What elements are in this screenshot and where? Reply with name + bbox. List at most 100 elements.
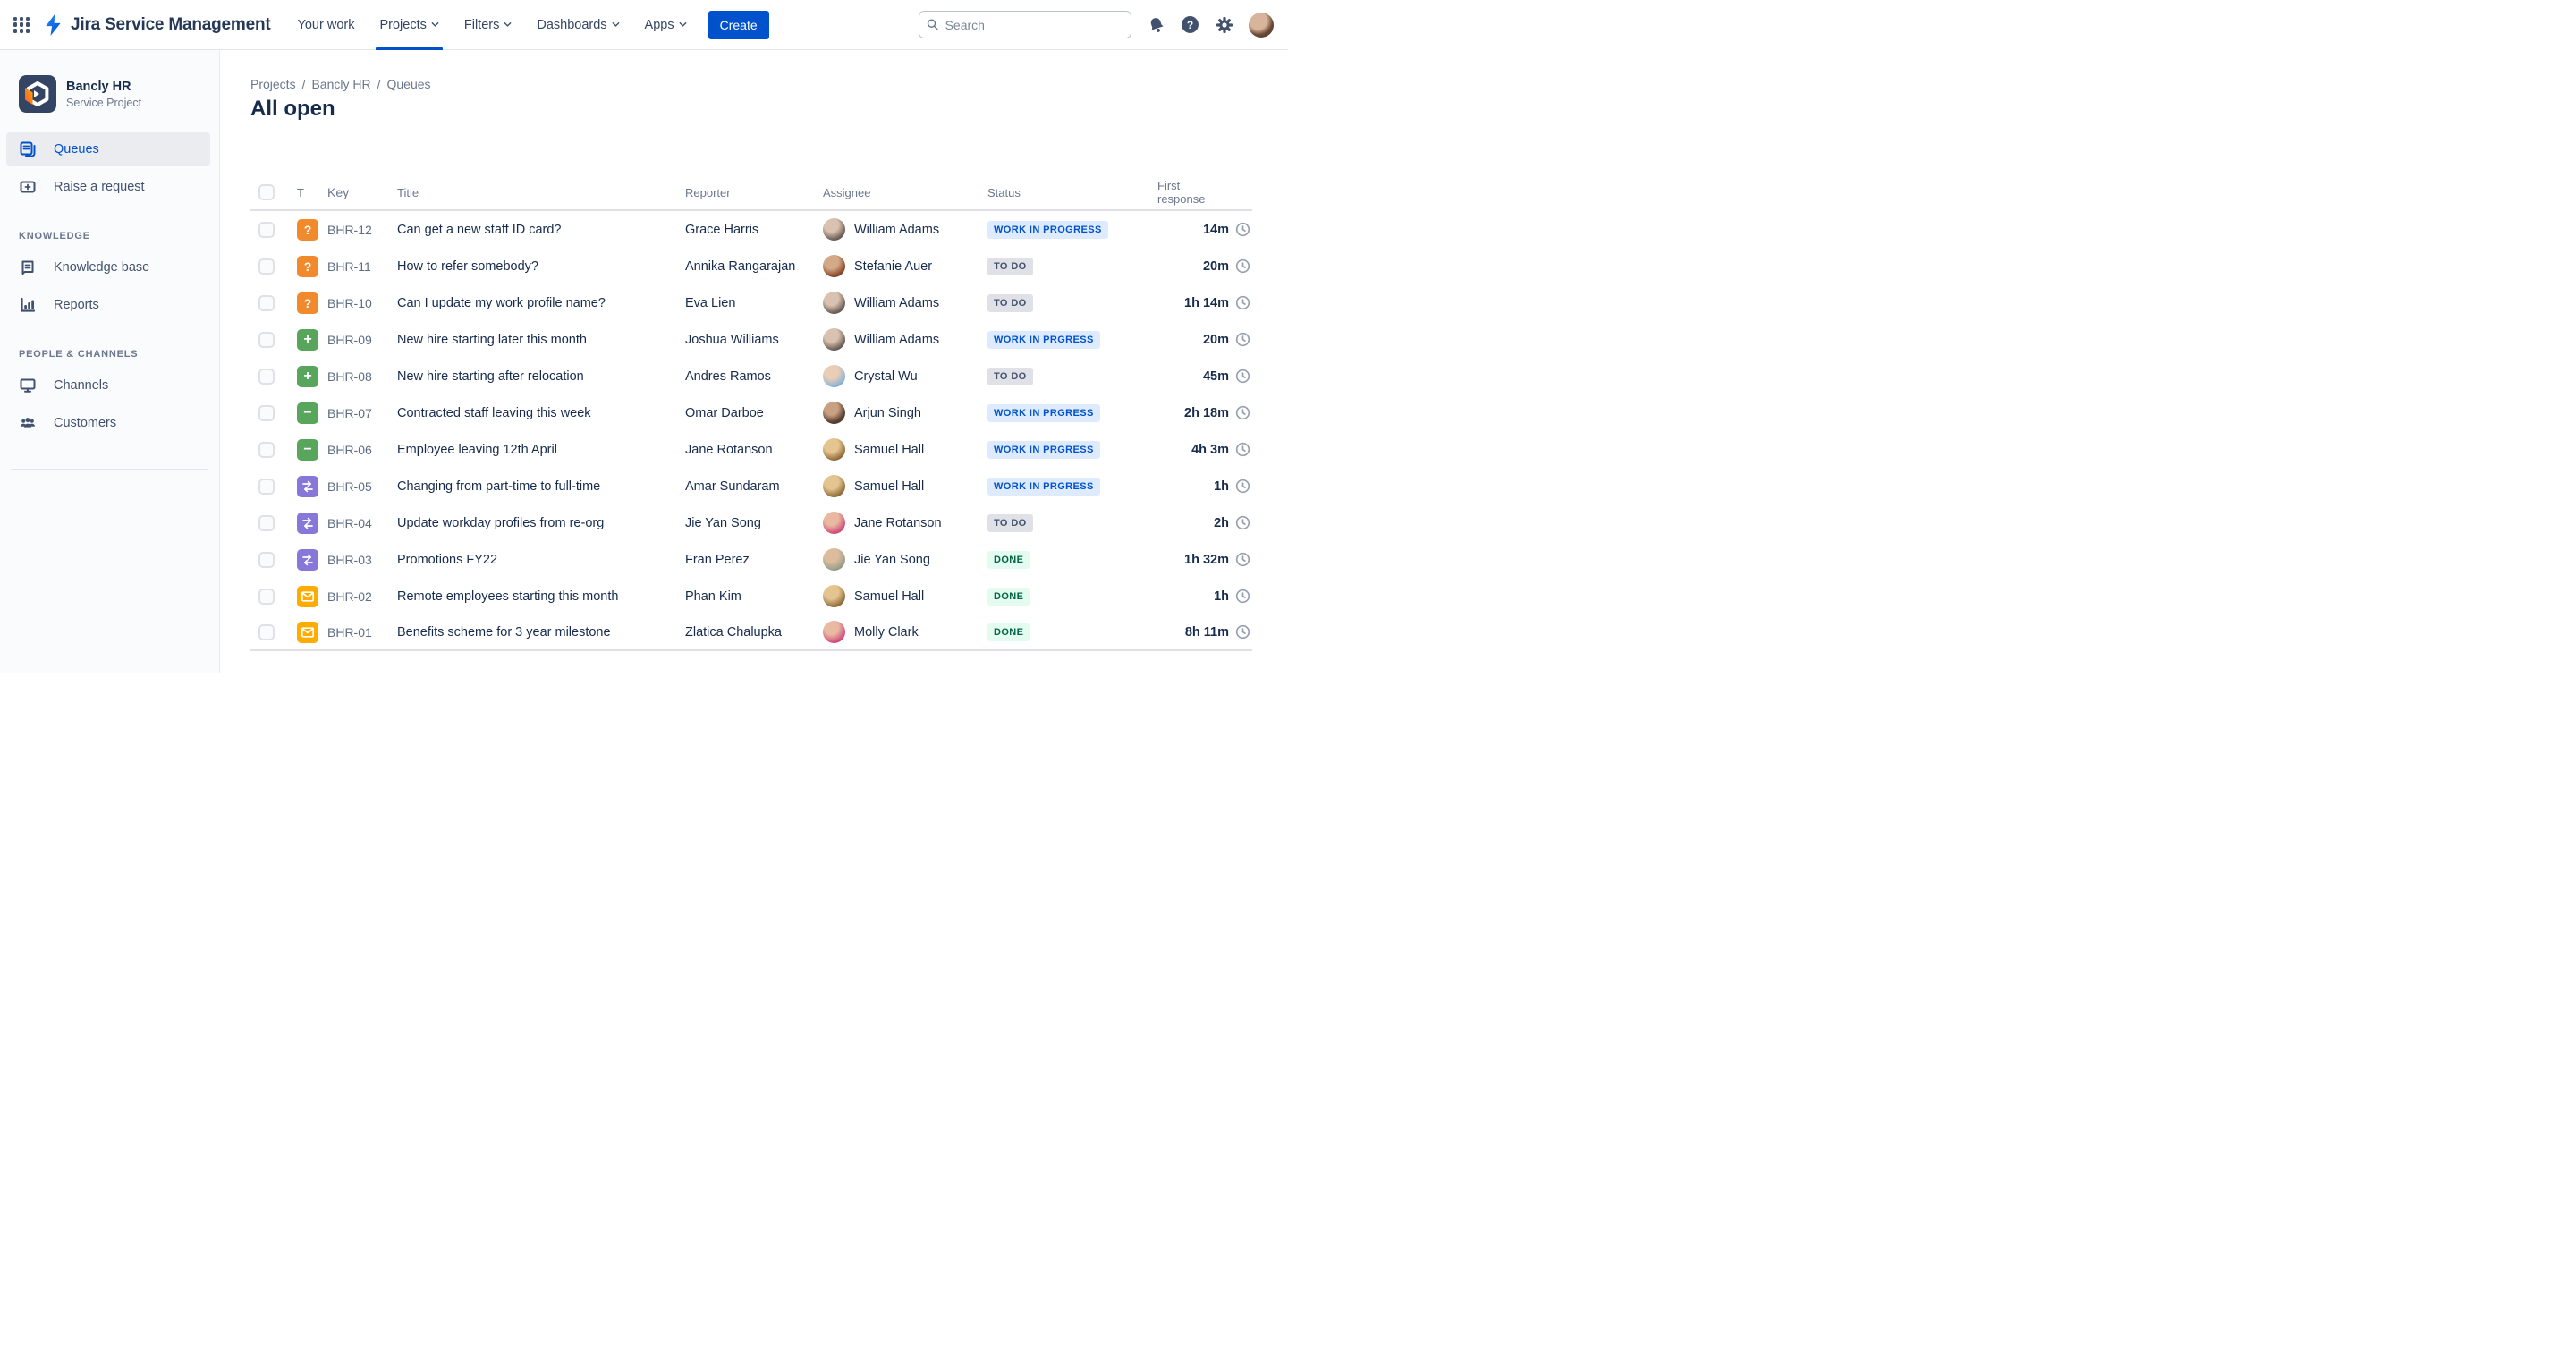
row-checkbox[interactable]: [258, 331, 275, 348]
assignee-name: Samuel Hall: [854, 589, 925, 604]
table-row: BHR-01 Benefits scheme for 3 year milest…: [250, 614, 1252, 651]
issue-key[interactable]: BHR-11: [327, 258, 371, 274]
status-badge[interactable]: DONE: [987, 587, 1030, 606]
column-header-assignee[interactable]: Assignee: [823, 185, 871, 199]
row-checkbox[interactable]: [258, 368, 275, 385]
assignee-name: Molly Clark: [854, 624, 919, 640]
reports-icon: [19, 296, 37, 314]
issue-title[interactable]: Benefits scheme for 3 year milestone: [397, 624, 611, 640]
column-header-status[interactable]: Status: [987, 185, 1021, 199]
status-badge[interactable]: DONE: [987, 623, 1030, 641]
column-header-type[interactable]: T: [297, 185, 304, 199]
status-badge[interactable]: WORK IN PRGRESS: [987, 330, 1100, 349]
issue-key[interactable]: BHR-09: [327, 332, 372, 347]
issue-key[interactable]: BHR-04: [327, 515, 372, 530]
row-checkbox[interactable]: [258, 294, 275, 311]
select-all-checkbox[interactable]: [258, 184, 275, 200]
assignee-avatar: [823, 621, 845, 643]
status-badge[interactable]: TO DO: [987, 257, 1033, 275]
status-badge[interactable]: DONE: [987, 550, 1030, 569]
nav-apps[interactable]: Apps: [645, 0, 687, 50]
search-input[interactable]: [945, 17, 1123, 32]
row-checkbox[interactable]: [258, 404, 275, 421]
column-header-reporter[interactable]: Reporter: [685, 185, 731, 199]
sidebar-item-knowledge-base[interactable]: Knowledge base: [6, 250, 210, 284]
sidebar-item-channels[interactable]: Channels: [6, 369, 210, 402]
issue-key[interactable]: BHR-08: [327, 369, 372, 384]
nav-your-work[interactable]: Your work: [297, 17, 355, 32]
issue-key[interactable]: BHR-06: [327, 442, 372, 457]
status-badge[interactable]: WORK IN PRGRESS: [987, 477, 1100, 496]
table-row: BHR-03 Promotions FY22 Fran Perez Jie Ya…: [250, 541, 1252, 578]
sidebar-divider: [11, 469, 208, 470]
queue-table-body: ? BHR-12 Can get a new staff ID card? Gr…: [250, 211, 1252, 651]
project-header: Bancly HR Service Project: [0, 50, 219, 132]
row-checkbox[interactable]: [258, 441, 275, 458]
issue-title[interactable]: How to refer somebody?: [397, 258, 538, 274]
notifications-bell-icon[interactable]: [1147, 15, 1165, 34]
row-checkbox[interactable]: [258, 551, 275, 568]
reporter-name: Jane Rotanson: [685, 442, 773, 457]
column-header-title[interactable]: Title: [397, 185, 419, 199]
status-badge[interactable]: WORK IN PRGRESS: [987, 403, 1100, 422]
issue-title[interactable]: Remote employees starting this month: [397, 589, 619, 604]
issue-title[interactable]: Update workday profiles from re-org: [397, 515, 605, 530]
breadcrumb-queues[interactable]: Queues: [386, 77, 431, 91]
row-checkbox[interactable]: [258, 514, 275, 531]
status-badge[interactable]: WORK IN PROGRESS: [987, 220, 1108, 239]
project-name: Bancly HR: [66, 79, 131, 94]
status-badge[interactable]: WORK IN PRGRESS: [987, 440, 1100, 459]
product-name: Jira Service Management: [71, 14, 271, 34]
help-icon[interactable]: ?: [1181, 15, 1199, 34]
sidebar-item-label: Knowledge base: [54, 260, 150, 275]
issue-key[interactable]: BHR-10: [327, 295, 372, 310]
issue-title[interactable]: New hire starting later this month: [397, 332, 587, 347]
issue-key[interactable]: BHR-07: [327, 405, 372, 420]
issue-title[interactable]: Employee leaving 12th April: [397, 442, 557, 457]
nav-projects[interactable]: Projects: [376, 0, 444, 50]
sidebar-item-customers[interactable]: Customers: [6, 406, 210, 440]
row-checkbox[interactable]: [258, 221, 275, 238]
settings-gear-icon[interactable]: [1215, 15, 1233, 34]
row-checkbox[interactable]: [258, 478, 275, 495]
issue-title[interactable]: Can I update my work profile name?: [397, 295, 606, 310]
issue-title[interactable]: Contracted staff leaving this week: [397, 405, 591, 420]
nav-filters[interactable]: Filters: [464, 0, 512, 50]
issue-key[interactable]: BHR-02: [327, 589, 372, 604]
issue-title[interactable]: Changing from part-time to full-time: [397, 479, 601, 494]
issue-key[interactable]: BHR-03: [327, 552, 372, 567]
clock-icon: [1235, 479, 1250, 494]
assignee-name: Stefanie Auer: [854, 258, 933, 274]
column-header-first-response[interactable]: First response: [1157, 179, 1206, 206]
row-checkbox[interactable]: [258, 588, 275, 605]
issue-title[interactable]: New hire starting after relocation: [397, 369, 584, 384]
status-badge[interactable]: TO DO: [987, 513, 1033, 532]
sidebar-item-raise-a-request[interactable]: Raise a request: [6, 170, 210, 204]
breadcrumb-project[interactable]: Bancly HR: [311, 77, 371, 91]
breadcrumb-projects[interactable]: Projects: [250, 77, 296, 91]
create-button[interactable]: Create: [708, 10, 769, 39]
reporter-name: Jie Yan Song: [685, 515, 761, 530]
row-checkbox[interactable]: [258, 623, 275, 640]
assignee-name: William Adams: [854, 222, 940, 237]
search-box[interactable]: [919, 11, 1131, 38]
project-type: Service Project: [66, 97, 142, 110]
row-checkbox[interactable]: [258, 258, 275, 275]
first-response-time: 20m: [1202, 258, 1229, 274]
issue-key[interactable]: BHR-12: [327, 222, 372, 237]
clock-icon: [1235, 222, 1250, 237]
sidebar-item-queues[interactable]: Queues: [6, 132, 210, 166]
chevron-down-icon: [431, 21, 439, 27]
issue-key[interactable]: BHR-05: [327, 479, 372, 494]
status-badge[interactable]: TO DO: [987, 293, 1033, 312]
status-badge[interactable]: TO DO: [987, 367, 1033, 385]
sidebar-item-reports[interactable]: Reports: [6, 288, 210, 322]
app-switcher-icon[interactable]: [13, 16, 30, 33]
user-avatar[interactable]: [1249, 12, 1274, 38]
issue-title[interactable]: Promotions FY22: [397, 552, 498, 567]
issue-title[interactable]: Can get a new staff ID card?: [397, 222, 562, 237]
column-header-key[interactable]: Key: [327, 185, 350, 199]
queues-icon: [19, 140, 37, 158]
issue-key[interactable]: BHR-01: [327, 624, 372, 640]
nav-dashboards[interactable]: Dashboards: [537, 0, 619, 50]
